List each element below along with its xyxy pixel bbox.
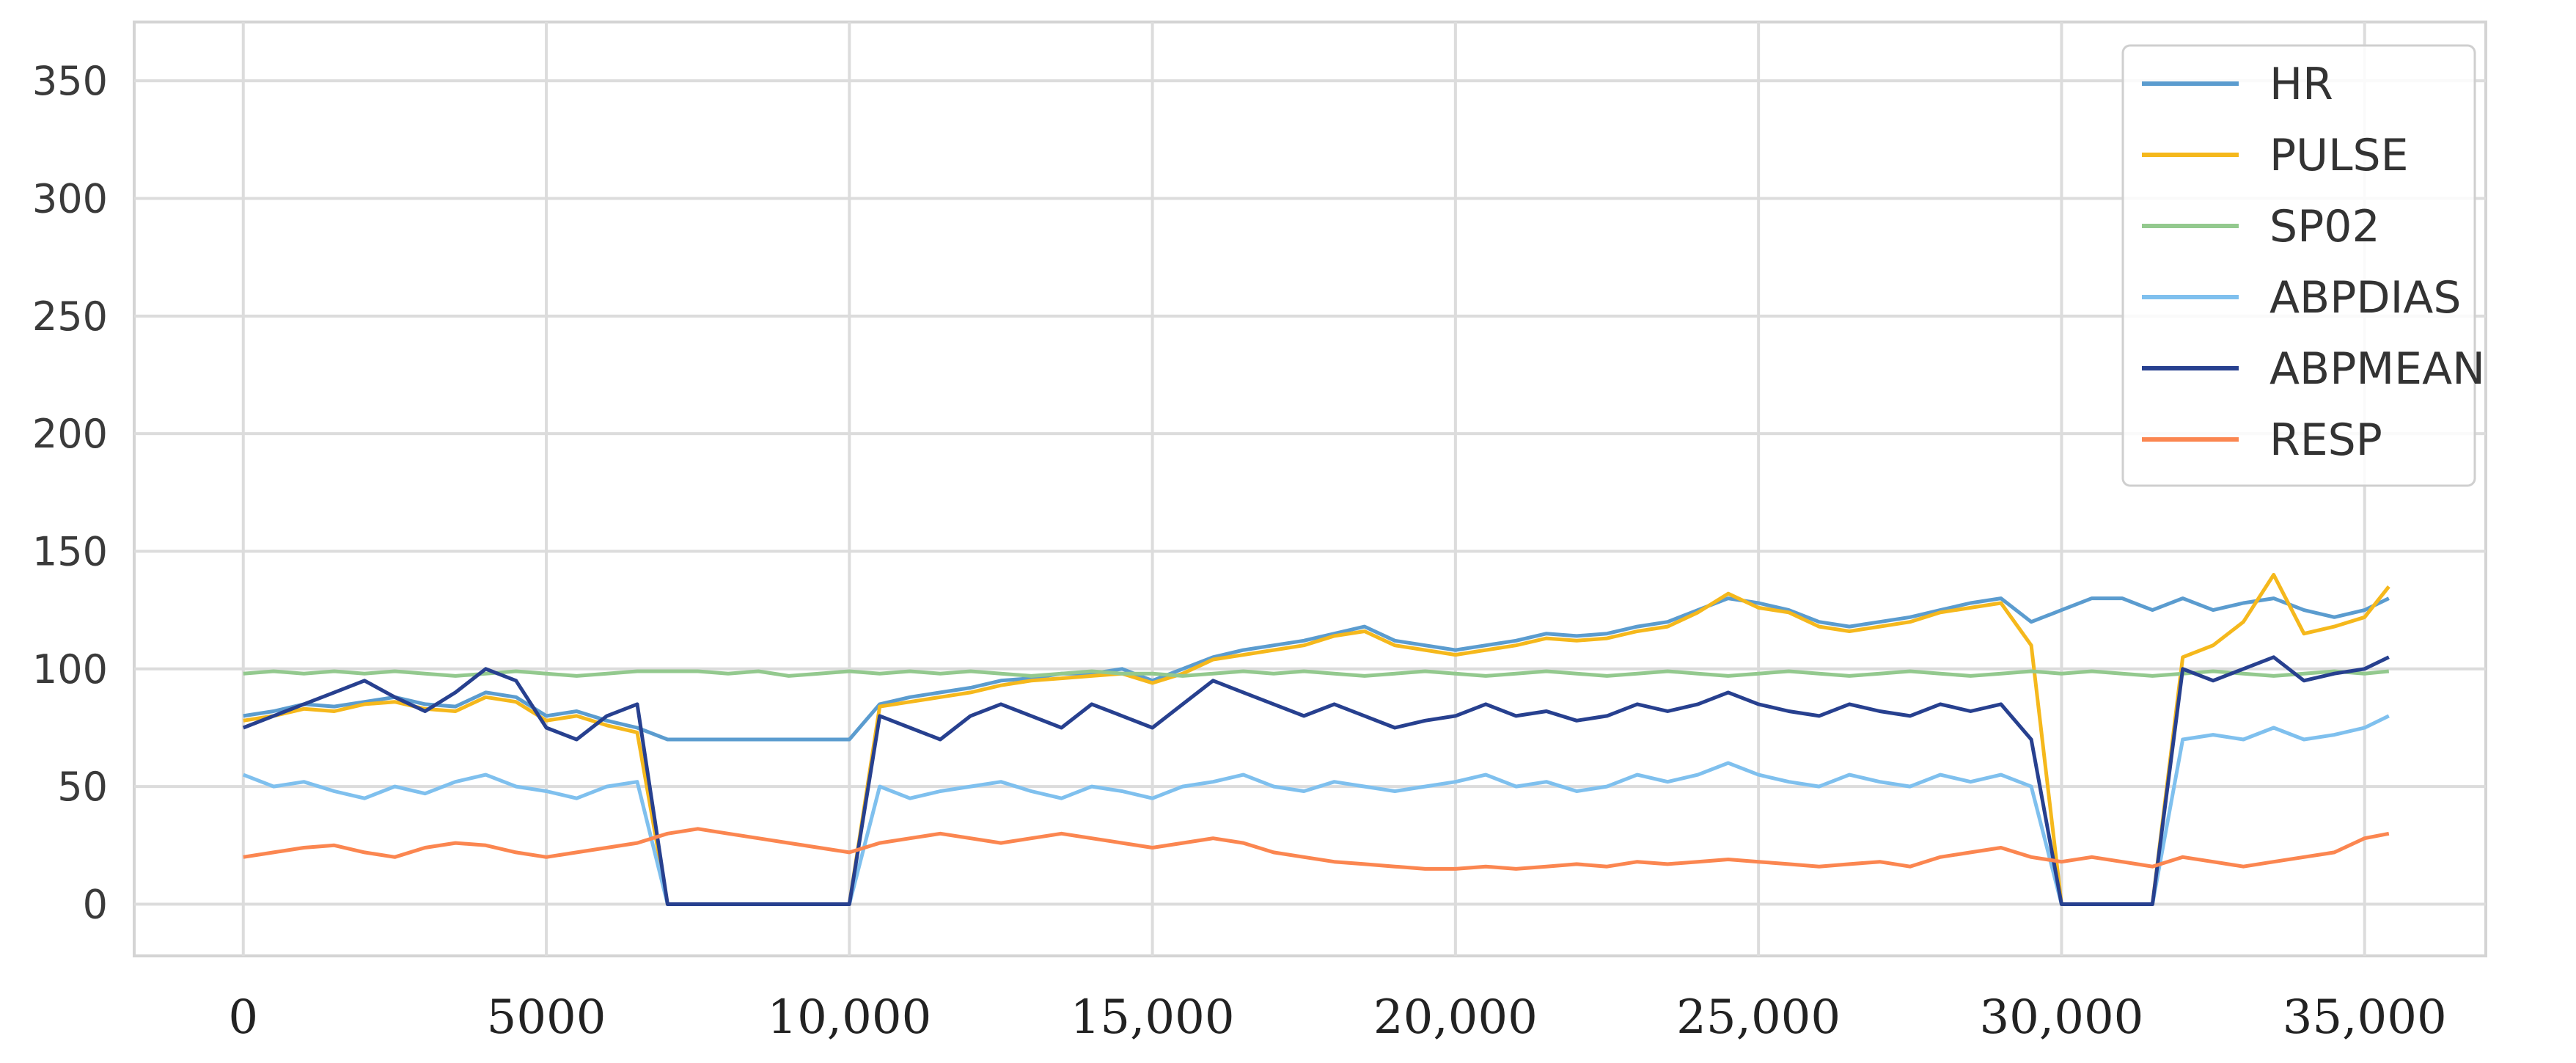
chart-legend: HR PULSE SP02 ABPDIAS ABPMEAN RESP xyxy=(2121,44,2485,487)
x-tick-label: 35,000 xyxy=(2283,990,2447,1045)
legend-label-pulse: PULSE xyxy=(2269,130,2409,181)
x-tick-label: 25,000 xyxy=(1676,990,1841,1045)
x-tick-label: 5000 xyxy=(487,990,606,1045)
y-tick-label: 200 xyxy=(32,411,108,457)
series-lines xyxy=(242,573,2390,906)
legend-label-resp: RESP xyxy=(2269,414,2382,466)
y-tick-label: 300 xyxy=(32,175,108,222)
axis-tick-labels: 0 50 100 150 200 250 300 350 0 5000 10,000 15,000 20… xyxy=(32,58,2447,1045)
series-line-pulse xyxy=(243,573,2390,906)
plot-area-frame xyxy=(133,21,2487,957)
series-line-abpmean xyxy=(242,655,2390,906)
y-tick-label: 250 xyxy=(32,293,108,340)
y-tick-label: 100 xyxy=(32,646,108,693)
series-line-sp02 xyxy=(243,669,2390,678)
legend-label-abpdias: ABPDIAS xyxy=(2269,272,2461,324)
x-tick-label: 15,000 xyxy=(1071,990,1235,1045)
y-tick-label: 350 xyxy=(32,58,108,104)
y-tick-label: 0 xyxy=(83,881,108,927)
legend-label-abpmean: ABPMEAN xyxy=(2269,343,2485,395)
x-tick-label: 0 xyxy=(228,990,258,1045)
y-tick-label: 50 xyxy=(57,764,108,810)
legend-label-sp02: SP02 xyxy=(2269,201,2380,252)
series-line-abpdias xyxy=(242,714,2390,906)
x-tick-label: 20,000 xyxy=(1373,990,1538,1045)
y-tick-label: 150 xyxy=(32,528,108,574)
legend-label-hr: HR xyxy=(2269,59,2333,110)
x-tick-label: 30,000 xyxy=(1979,990,2143,1045)
series-line-resp xyxy=(243,827,2390,871)
x-tick-label: 10,000 xyxy=(767,990,931,1045)
grid-lines xyxy=(134,22,2486,956)
